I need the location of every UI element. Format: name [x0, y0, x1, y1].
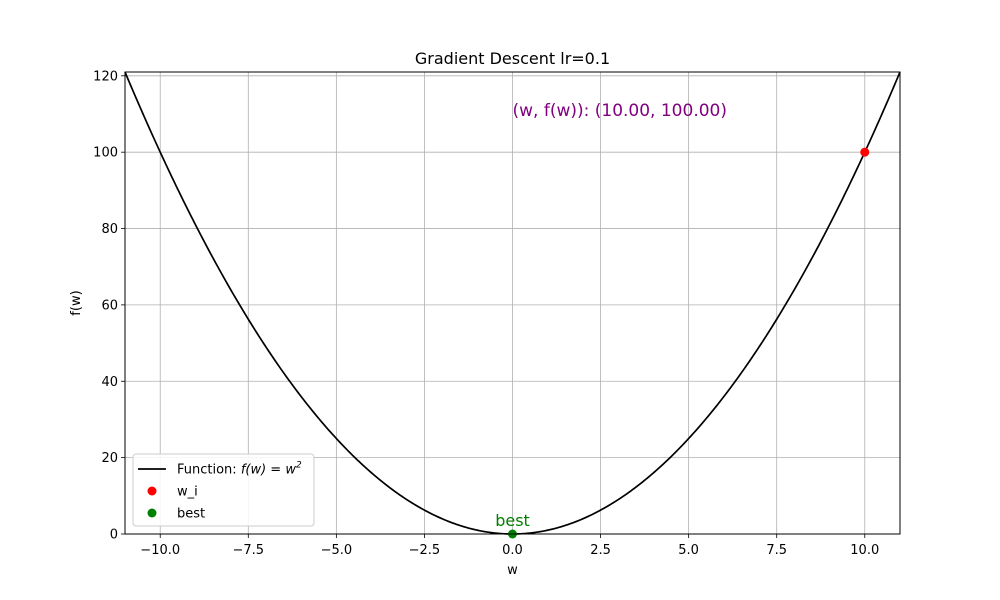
x-tick-label: −10.0	[140, 543, 180, 558]
x-tick-label: −2.5	[409, 543, 441, 558]
w_i-point	[860, 147, 870, 157]
legend-dot-marker	[147, 508, 157, 518]
y-axis-label: f(w)	[69, 290, 84, 315]
y-tick-label: 20	[101, 451, 118, 466]
x-tick-label: 5.0	[678, 543, 699, 558]
legend-dot-marker	[147, 486, 157, 496]
current-point-annotation: (w, f(w)): (10.00, 100.00)	[513, 101, 727, 121]
y-axis-ticks: 0 20 40 60 80 100 120	[93, 69, 125, 543]
legend-label: Function: f(w) = w2	[177, 461, 302, 478]
legend-box	[132, 453, 315, 527]
y-tick-label: 40	[101, 375, 118, 390]
x-tick-label: −5.0	[321, 543, 353, 558]
x-tick-label: 7.5	[766, 543, 787, 558]
annotations: (w, f(w)): (10.00, 100.00) best	[495, 101, 727, 530]
y-tick-label: 120	[93, 69, 118, 84]
x-tick-label: 0.0	[502, 543, 523, 558]
y-tick-label: 0	[110, 528, 118, 543]
x-tick-label: 2.5	[590, 543, 611, 558]
x-axis-ticks: −10.0 −7.5 −5.0 −2.5 0.0 2.5 5.0 7.5 10.0	[140, 534, 879, 558]
best-annotation: best	[495, 511, 530, 530]
y-tick-label: 80	[101, 222, 118, 237]
legend-label: w_i	[177, 485, 198, 500]
x-tick-label: 10.0	[850, 543, 879, 558]
x-tick-label: −7.5	[233, 543, 265, 558]
x-axis-label: w	[507, 563, 518, 578]
y-tick-label: 60	[101, 298, 118, 313]
legend-label: best	[177, 507, 205, 522]
chart-title: Gradient Descent lr=0.1	[415, 49, 610, 68]
y-tick-label: 100	[93, 146, 118, 161]
axes-frame	[124, 71, 901, 535]
